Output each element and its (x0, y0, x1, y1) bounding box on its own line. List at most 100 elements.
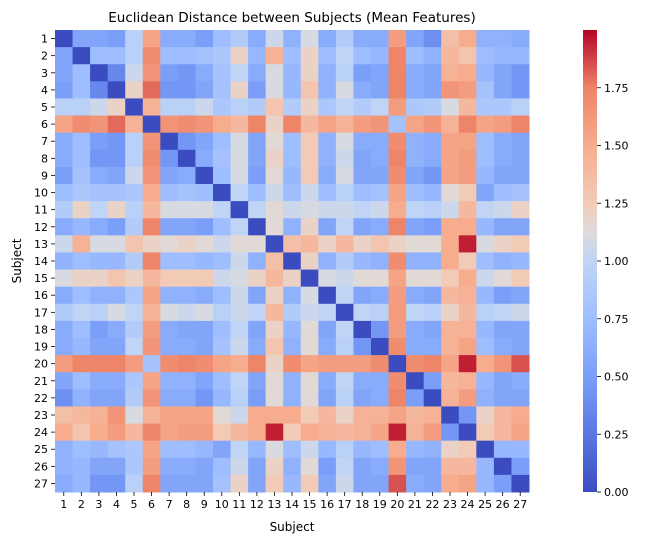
heatmap-cell (248, 423, 267, 442)
x-tick-label: 1 (60, 498, 67, 511)
y-tick-label: 14 (34, 255, 48, 268)
heatmap-cell (318, 115, 337, 134)
heatmap-cell (142, 303, 161, 322)
heatmap-cell (248, 320, 267, 339)
heatmap-cell (55, 166, 74, 185)
heatmap-cell (213, 149, 232, 168)
heatmap-cell (125, 457, 144, 476)
heatmap-cell (458, 132, 477, 151)
heatmap-cell (265, 81, 284, 99)
heatmap-cell (353, 423, 372, 442)
heatmap-cell (335, 201, 354, 219)
heatmap-cell (90, 355, 109, 373)
heatmap-cell (388, 115, 407, 134)
heatmap-cell (300, 235, 319, 253)
heatmap-cell (406, 474, 425, 493)
heatmap-cell (107, 64, 126, 82)
heatmap-cell (283, 338, 302, 356)
heatmap-cell (511, 372, 530, 390)
heatmap-cell (423, 355, 442, 373)
heatmap-cell (160, 166, 179, 185)
heatmap-cell (142, 423, 161, 442)
heatmap-cell (406, 338, 425, 356)
heatmap-cell (125, 406, 144, 425)
heatmap-cell (406, 30, 425, 48)
heatmap-cell (318, 201, 337, 219)
heatmap-cell (72, 406, 91, 425)
heatmap-cell (177, 457, 196, 476)
heatmap-cell (318, 166, 337, 185)
y-tick-label: 26 (34, 460, 48, 473)
heatmap-cell (195, 338, 214, 356)
heatmap-cell (335, 440, 354, 459)
heatmap-cell (177, 149, 196, 168)
heatmap-cell (107, 406, 126, 425)
heatmap-cell (107, 149, 126, 168)
heatmap-cell (300, 355, 319, 373)
heatmap-cell (265, 269, 284, 288)
heatmap-cell (72, 320, 91, 339)
heatmap-cell (160, 252, 179, 271)
heatmap-cell (265, 218, 284, 236)
heatmap-cell (55, 98, 74, 117)
heatmap-cell (248, 457, 267, 476)
heatmap-cell (283, 81, 302, 99)
heatmap-cell (353, 269, 372, 288)
heatmap-cell (213, 303, 232, 322)
heatmap-cell (476, 30, 495, 48)
heatmap-cell (107, 389, 126, 407)
heatmap-cell (230, 286, 249, 305)
heatmap-cell (265, 149, 284, 168)
heatmap-cell (177, 201, 196, 219)
heatmap-cell (195, 474, 214, 493)
heatmap-cell (406, 47, 425, 65)
heatmap-cell (142, 252, 161, 271)
heatmap-cell (72, 166, 91, 185)
heatmap-cell (142, 235, 161, 253)
heatmap-cell (493, 355, 512, 373)
heatmap-cell (476, 64, 495, 82)
heatmap-cell (353, 252, 372, 271)
heatmap-cell (441, 81, 460, 99)
heatmap-cell (177, 474, 196, 493)
heatmap-cell (458, 98, 477, 117)
heatmap-cell (55, 184, 74, 202)
heatmap-cell (160, 132, 179, 151)
heatmap-cell (441, 389, 460, 407)
heatmap-cell (125, 423, 144, 442)
heatmap-cell (265, 406, 284, 425)
heatmap-cell (423, 64, 442, 82)
heatmap-cell (213, 132, 232, 151)
heatmap-cell (441, 372, 460, 390)
heatmap-cell (388, 269, 407, 288)
x-tick-label: 6 (148, 498, 155, 511)
heatmap-cell (160, 269, 179, 288)
heatmap-cell (441, 30, 460, 48)
heatmap-cell (213, 30, 232, 48)
heatmap-cell (353, 372, 372, 390)
heatmap-cell (125, 201, 144, 219)
heatmap-cell (493, 372, 512, 390)
heatmap-cell (493, 303, 512, 322)
heatmap-cell (476, 286, 495, 305)
heatmap-cell (476, 184, 495, 202)
x-tick-label: 16 (320, 498, 334, 511)
heatmap-cell (160, 457, 179, 476)
heatmap-cell (125, 47, 144, 65)
heatmap-cell (353, 201, 372, 219)
heatmap-cell (177, 81, 196, 99)
heatmap-cell (493, 474, 512, 493)
heatmap-cell (195, 149, 214, 168)
heatmap-cell (90, 457, 109, 476)
heatmap-cell (318, 406, 337, 425)
heatmap-cell (160, 81, 179, 99)
colorbar-tick-label: 1.75 (604, 82, 629, 95)
heatmap-cell (300, 338, 319, 356)
heatmap-cell (511, 64, 530, 82)
heatmap-cell (458, 218, 477, 236)
heatmap-cell (476, 235, 495, 253)
heatmap-cell (335, 423, 354, 442)
heatmap-cell (353, 166, 372, 185)
heatmap-cell (300, 474, 319, 493)
